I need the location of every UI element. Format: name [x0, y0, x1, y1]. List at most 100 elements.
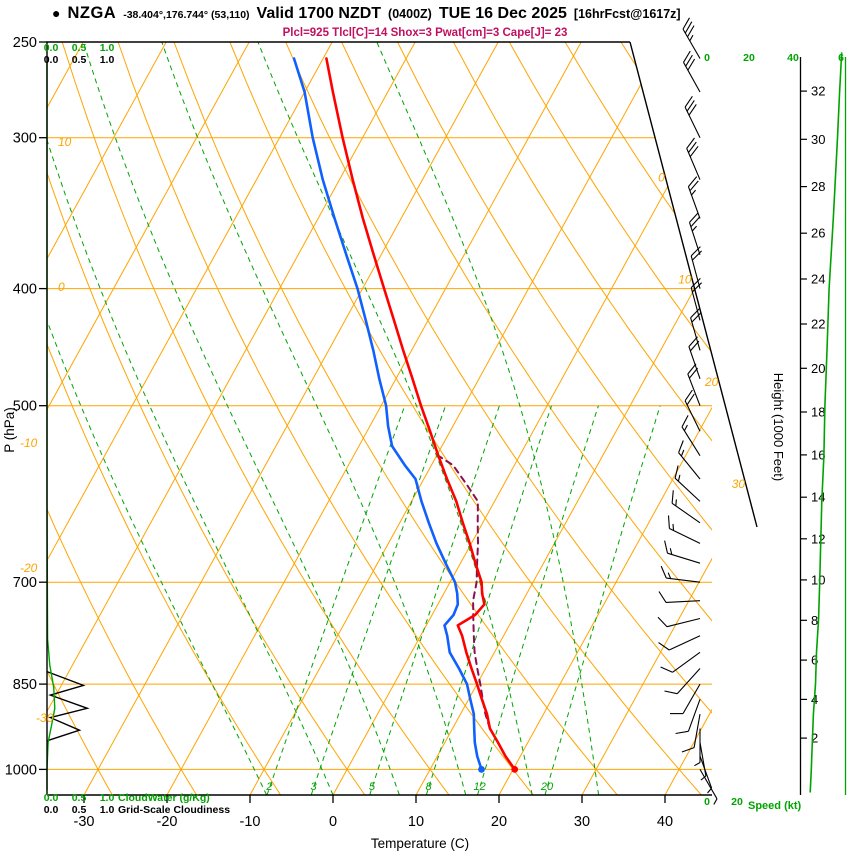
temp-tick-label: 10 [408, 814, 424, 830]
pressure-tick-label: 1000 [5, 762, 37, 778]
temp-tick-label: 0 [329, 814, 337, 830]
title-bar: ● NZGA -38.404°,176.744° (53,110) Valid … [52, 4, 681, 23]
wind-barb [664, 540, 701, 564]
dry-adiabat-line [47, 42, 282, 795]
dry-adiabat-line [229, 42, 702, 795]
height-tick-label: 10 [811, 572, 825, 587]
isotherm-label: 0 [658, 170, 665, 184]
mixing-ratio-line [266, 405, 406, 795]
isotherm-line [47, 42, 333, 795]
dry-adiabat-line [47, 42, 366, 795]
wind-barb [699, 769, 718, 805]
moist-adiabat-line [47, 42, 268, 795]
height-tick-label: 18 [811, 405, 825, 420]
height-tick-label: 12 [811, 531, 825, 546]
cloudiness-scale-label: 0.5 [72, 54, 87, 66]
cloudwater-scale-label: 0.0 [44, 42, 59, 54]
wind-barb [683, 50, 701, 93]
pressure-tick-label: 300 [13, 131, 37, 147]
pressure-tick-label: 500 [13, 399, 37, 415]
pressure-tick-label: 700 [13, 575, 37, 591]
dry-adiabat-line [61, 42, 450, 795]
wind-barb [674, 465, 701, 502]
cloudiness-title: Grid-Scale Cloudiness [118, 804, 230, 816]
pressure-tick-label: 400 [13, 282, 37, 298]
temp-axis-title: Temperature (C) [371, 836, 469, 851]
wind-barb [687, 363, 701, 406]
isotherm-line [415, 42, 712, 795]
isotherm-label: 30 [732, 477, 746, 491]
isotherm-line [47, 42, 250, 795]
adiabat-label: -10 [20, 436, 38, 450]
cloudiness-scale-label: 0.0 [44, 54, 59, 66]
station-coords: -38.404°,176.744° (53,110) [123, 9, 250, 21]
mixing-ratio-label: 8 [425, 781, 432, 793]
wind-barb [681, 415, 701, 456]
wind-barb [670, 683, 701, 715]
adiabat-label: 10 [58, 135, 72, 149]
cloudwater-scale-label: 1.0 [100, 42, 115, 54]
height-tick-label: 30 [811, 132, 825, 147]
height-axis-title: Height (1000 Feet) [771, 373, 786, 481]
isotherm-line [498, 42, 712, 795]
dry-adiabat-line [733, 42, 850, 795]
speed-tick-label: 20 [731, 796, 743, 808]
wind-barb [660, 651, 701, 673]
speed-axis-title: Speed (kt) [748, 800, 802, 812]
wind-barb [667, 515, 701, 544]
cloudwater-scale-label: 0.5 [72, 792, 87, 804]
temp-tick-label: -10 [240, 814, 261, 830]
isotherm-line [83, 42, 499, 795]
mixing-ratio-line [369, 405, 500, 795]
wind-barb [658, 635, 701, 651]
isotherm-line [47, 42, 416, 795]
temp-tick-label: -20 [157, 814, 178, 830]
mixing-ratio-label: 2 [265, 781, 272, 793]
isotherm-line [581, 42, 712, 795]
forecast-tag: [16hrFcst@1617z] [573, 7, 681, 21]
height-tick-label: 32 [811, 84, 825, 99]
station-id: NZGA [67, 4, 117, 22]
plot-frame [46, 41, 758, 796]
speed-tick-label: 0 [704, 796, 710, 808]
wind-barb [686, 137, 701, 180]
cloudiness-scale-label: 1.0 [100, 54, 115, 66]
temp-tick-label: -30 [74, 814, 95, 830]
pressure-tick-label: 250 [13, 35, 37, 51]
cloudwater-profile [46, 62, 56, 790]
temp-tick-label: 20 [491, 814, 507, 830]
wind-barb [690, 278, 702, 321]
cloudiness-scale-label: 0.5 [72, 804, 87, 816]
dry-adiabat-line [341, 42, 712, 795]
mixing-ratio-line [310, 405, 447, 795]
isotherm-label: 10 [678, 273, 692, 287]
dry-adiabat-line [47, 42, 197, 795]
speed-tick-label: 40 [787, 52, 799, 64]
wind-barb [658, 591, 701, 603]
dry-adiabat-line [397, 42, 712, 795]
wind-barb [660, 565, 701, 583]
height-tick-label: 16 [811, 447, 825, 462]
height-tick-label: 6 [811, 653, 818, 668]
adiabat-label: -20 [20, 561, 38, 575]
wind-barb [684, 95, 701, 138]
profiles [292, 57, 519, 773]
wind-barb [688, 212, 701, 255]
mixing-ratio-line [425, 405, 552, 795]
valid-date: TUE 16 Dec 2025 [438, 5, 567, 22]
isotherm-label: 20 [704, 375, 719, 389]
wind-barb [699, 742, 707, 781]
moist-adiabat-line [257, 42, 533, 795]
temp-tick-label: 40 [657, 814, 673, 830]
wind-barb [675, 699, 701, 735]
isotherm-line [166, 42, 582, 795]
mixing-ratio-label: 5 [369, 781, 376, 793]
height-tick-label: 8 [811, 613, 818, 628]
pressure-axis-title: P (hPa) [2, 407, 17, 453]
speed-tick-label: 20 [743, 52, 755, 64]
isotherm-line [47, 42, 167, 795]
wind-barb [699, 755, 713, 794]
dry-adiabat-line [564, 42, 712, 795]
mixing-ratio-label: 20 [540, 781, 554, 793]
